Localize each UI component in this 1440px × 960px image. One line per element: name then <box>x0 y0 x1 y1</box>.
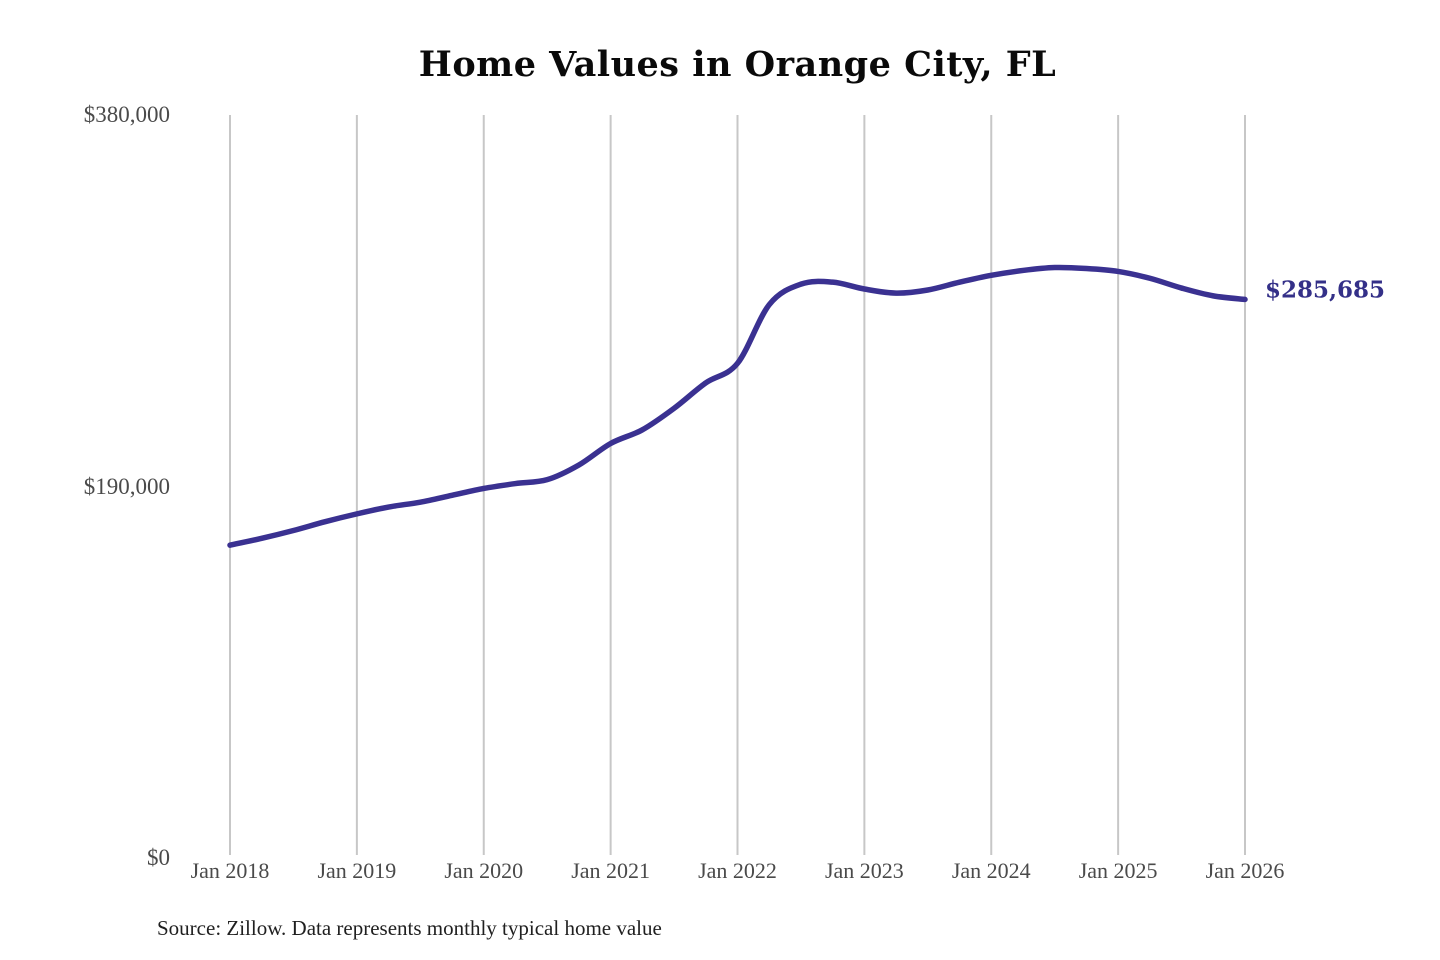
y-tick-label: $380,000 <box>83 102 170 127</box>
x-tick-label: Jan 2020 <box>444 858 524 883</box>
x-tick-label: Jan 2021 <box>571 858 651 883</box>
x-tick-label: Jan 2019 <box>317 858 397 883</box>
y-tick-label: $0 <box>147 845 170 870</box>
source-note: Source: Zillow. Data represents monthly … <box>157 916 662 940</box>
x-tick-label: Jan 2018 <box>190 858 270 883</box>
x-tick-label: Jan 2022 <box>698 858 777 883</box>
current-value-label: $285,685 <box>1265 276 1386 304</box>
x-tick-label: Jan 2023 <box>824 858 904 883</box>
x-tick-label: Jan 2026 <box>1205 858 1285 883</box>
y-tick-label: $190,000 <box>83 473 170 499</box>
home-value-line <box>227 264 1248 548</box>
x-tick-label: Jan 2025 <box>1078 858 1158 883</box>
chart-title: Home Values in Orange City, FL <box>418 44 1057 85</box>
x-tick-label: Jan 2024 <box>951 858 1031 883</box>
